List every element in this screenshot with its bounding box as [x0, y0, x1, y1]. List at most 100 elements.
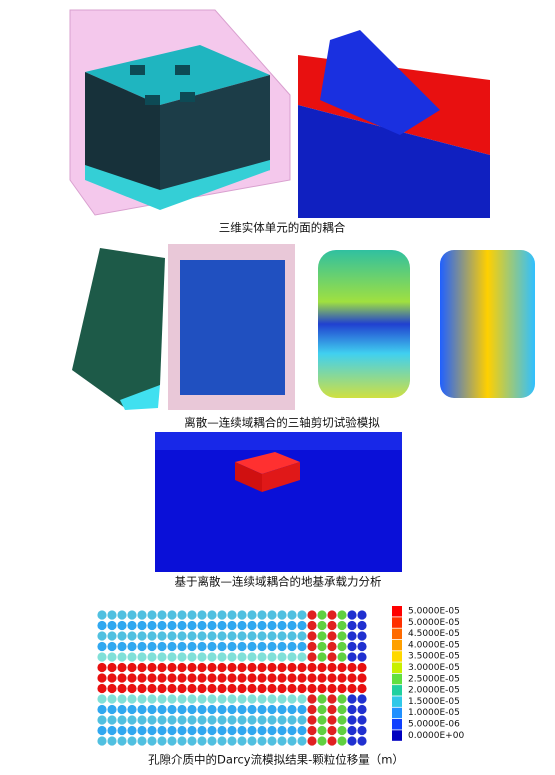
particle [157, 620, 167, 631]
particle [157, 610, 167, 620]
particle [207, 631, 217, 641]
particle [297, 683, 307, 694]
particle [167, 662, 177, 673]
legend-label: 1.5000E-05 [408, 697, 460, 707]
legend-label: 3.5000E-05 [408, 652, 460, 662]
particle [127, 673, 137, 683]
particle [297, 694, 307, 704]
particle [167, 683, 177, 694]
particle [337, 620, 347, 631]
particle [197, 662, 207, 673]
particle [147, 631, 157, 641]
particle [347, 736, 357, 746]
particle [267, 704, 277, 715]
particle [337, 694, 347, 704]
legend-swatch [392, 685, 402, 696]
particle [307, 662, 317, 673]
particle [207, 620, 217, 631]
particle [107, 694, 117, 704]
particle [277, 736, 287, 746]
particle [187, 620, 197, 631]
particle [217, 620, 227, 631]
particle [317, 662, 327, 673]
particle [137, 683, 147, 694]
particle [157, 715, 167, 725]
particle [207, 704, 217, 715]
particle [257, 641, 267, 652]
particle [167, 620, 177, 631]
particle [117, 631, 127, 641]
legend-label: 4.5000E-05 [408, 629, 460, 639]
particle [127, 620, 137, 631]
particle [297, 673, 307, 683]
particle [267, 631, 277, 641]
particle [317, 673, 327, 683]
particle [227, 610, 237, 620]
particle [327, 662, 337, 673]
particle [337, 610, 347, 620]
particle [137, 662, 147, 673]
particle [127, 631, 137, 641]
particle [277, 673, 287, 683]
particle [257, 683, 267, 694]
particle [357, 736, 367, 746]
particle [217, 641, 227, 652]
particle [97, 715, 107, 725]
particle [227, 620, 237, 631]
particle [107, 683, 117, 694]
particle [187, 715, 197, 725]
particle [247, 652, 257, 662]
particle [167, 610, 177, 620]
legend-swatch [392, 651, 402, 662]
particle [357, 725, 367, 736]
particle [337, 673, 347, 683]
particle [247, 641, 257, 652]
particle [217, 673, 227, 683]
particle [97, 662, 107, 673]
particle [127, 725, 137, 736]
particle [347, 662, 357, 673]
particle [317, 641, 327, 652]
particle [107, 704, 117, 715]
particle [147, 652, 157, 662]
particle [337, 683, 347, 694]
particle [257, 715, 267, 725]
particle [237, 673, 247, 683]
particle [217, 631, 227, 641]
particle [157, 652, 167, 662]
particle [157, 662, 167, 673]
particle [197, 715, 207, 725]
particle [177, 736, 187, 746]
particle [177, 620, 187, 631]
particle [247, 694, 257, 704]
particle [247, 662, 257, 673]
particle [197, 652, 207, 662]
particle [297, 631, 307, 641]
particle [317, 631, 327, 641]
particle [327, 620, 337, 631]
particle [137, 620, 147, 631]
particle [107, 610, 117, 620]
particle [257, 631, 267, 641]
particle [187, 662, 197, 673]
particle [297, 662, 307, 673]
particle [247, 715, 257, 725]
particle [207, 673, 217, 683]
particle [227, 662, 237, 673]
legend-swatch [392, 606, 402, 617]
particle [347, 673, 357, 683]
particle [207, 683, 217, 694]
particle [237, 620, 247, 631]
figure-2 [72, 244, 535, 410]
particle [257, 736, 267, 746]
particle [317, 704, 327, 715]
particle [277, 683, 287, 694]
particle [317, 620, 327, 631]
particle [277, 641, 287, 652]
particle [247, 704, 257, 715]
particle [157, 694, 167, 704]
particle [117, 641, 127, 652]
particle [257, 610, 267, 620]
particle [107, 673, 117, 683]
